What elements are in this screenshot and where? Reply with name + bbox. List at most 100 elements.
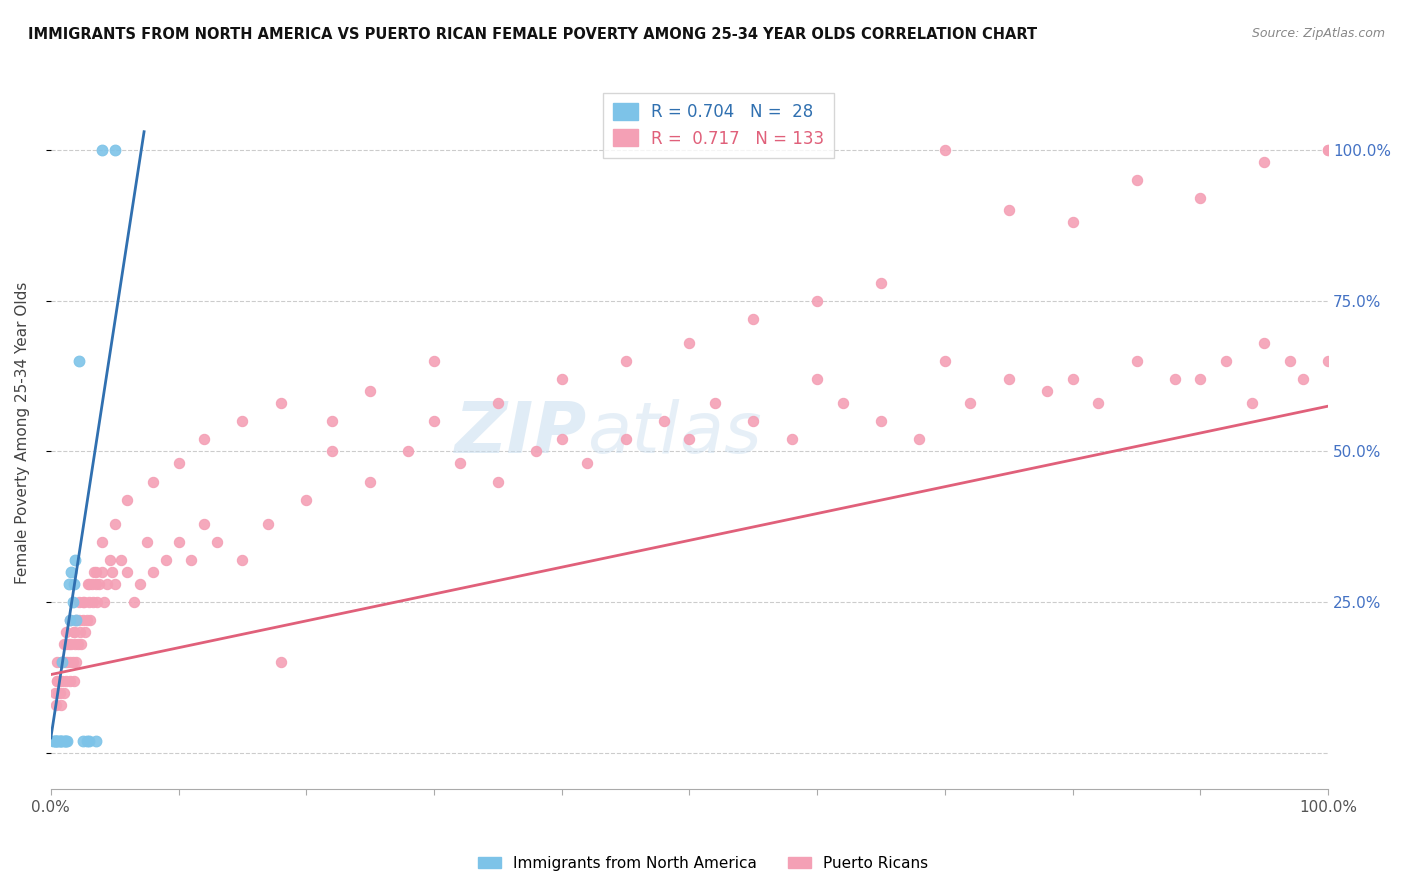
Point: [1125, 173, 1147, 187]
Point: [84, 734, 107, 748]
Point: [56, 656, 79, 670]
Point: [51, 673, 73, 688]
Point: [398, 444, 420, 458]
Point: [1189, 191, 1212, 205]
Point: [60, 637, 83, 651]
Point: [53, 734, 76, 748]
Point: [231, 414, 253, 428]
Point: [63, 637, 86, 651]
Point: [1087, 396, 1109, 410]
Point: [90, 534, 112, 549]
Point: [295, 492, 318, 507]
Point: [193, 433, 215, 447]
Text: atlas: atlas: [588, 399, 762, 467]
Point: [104, 143, 127, 157]
Point: [1253, 154, 1275, 169]
Point: [75, 625, 97, 640]
Point: [155, 553, 177, 567]
Point: [1291, 372, 1313, 386]
Point: [742, 311, 765, 326]
Point: [49, 734, 72, 748]
Point: [1240, 396, 1263, 410]
Point: [58, 637, 80, 651]
Point: [908, 433, 931, 447]
Point: [652, 414, 675, 428]
Point: [77, 577, 100, 591]
Text: ZIP: ZIP: [456, 399, 588, 467]
Point: [55, 637, 77, 651]
Point: [1125, 354, 1147, 368]
Point: [180, 553, 202, 567]
Point: [59, 656, 82, 670]
Point: [84, 565, 107, 579]
Point: [423, 354, 446, 368]
Point: [55, 734, 77, 748]
Point: [486, 475, 509, 489]
Point: [59, 673, 82, 688]
Point: [1215, 354, 1237, 368]
Point: [65, 613, 87, 627]
Point: [742, 414, 765, 428]
Point: [49, 734, 72, 748]
Point: [524, 444, 547, 458]
Point: [63, 625, 86, 640]
Point: [48, 734, 70, 748]
Point: [49, 656, 72, 670]
Point: [1189, 372, 1212, 386]
Point: [67, 354, 90, 368]
Point: [60, 565, 83, 579]
Point: [551, 433, 574, 447]
Point: [56, 734, 79, 748]
Point: [1036, 384, 1059, 398]
Point: [614, 354, 637, 368]
Point: [1253, 335, 1275, 350]
Point: [49, 734, 72, 748]
Point: [59, 613, 82, 627]
Point: [321, 444, 343, 458]
Point: [63, 625, 86, 640]
Point: [52, 637, 75, 651]
Point: [806, 293, 828, 308]
Point: [678, 433, 700, 447]
Point: [998, 203, 1021, 218]
Point: [44, 686, 66, 700]
Point: [72, 595, 94, 609]
Point: [122, 595, 145, 609]
Point: [93, 595, 115, 609]
Point: [423, 414, 446, 428]
Point: [58, 577, 80, 591]
Point: [704, 396, 727, 410]
Point: [359, 384, 381, 398]
Point: [101, 565, 124, 579]
Point: [117, 565, 139, 579]
Point: [486, 396, 509, 410]
Point: [66, 637, 89, 651]
Point: [167, 534, 190, 549]
Point: [1317, 143, 1340, 157]
Point: [142, 475, 165, 489]
Point: [270, 396, 292, 410]
Point: [678, 335, 700, 350]
Legend: Immigrants from North America, Puerto Ricans: Immigrants from North America, Puerto Ri…: [472, 850, 934, 877]
Point: [42, 734, 65, 748]
Point: [231, 553, 253, 567]
Point: [76, 734, 98, 748]
Point: [65, 613, 87, 627]
Point: [67, 613, 90, 627]
Point: [1317, 354, 1340, 368]
Point: [90, 143, 112, 157]
Point: [62, 595, 84, 609]
Point: [77, 595, 100, 609]
Point: [51, 656, 73, 670]
Point: [1278, 354, 1301, 368]
Point: [76, 613, 98, 627]
Point: [89, 577, 111, 591]
Point: [63, 577, 86, 591]
Point: [72, 734, 94, 748]
Point: [46, 656, 69, 670]
Point: [46, 673, 69, 688]
Point: [49, 673, 72, 688]
Point: [104, 516, 127, 531]
Point: [45, 734, 67, 748]
Point: [44, 734, 66, 748]
